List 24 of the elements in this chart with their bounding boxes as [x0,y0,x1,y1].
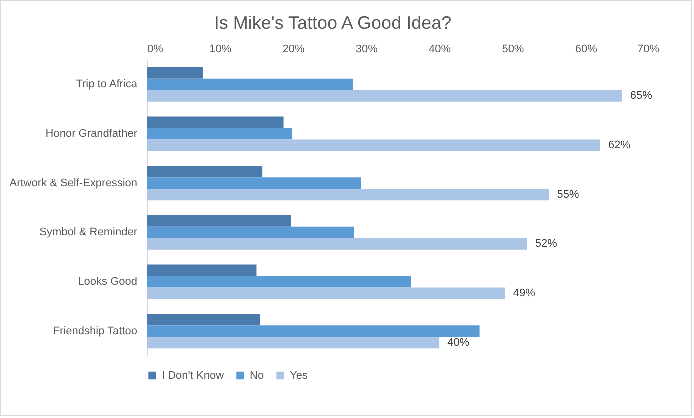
y-tick-label: Friendship Tattoo [53,325,138,338]
y-tick-label: Trip to Africa [76,78,138,91]
data-label: 49% [513,288,536,300]
legend-label: I Don't Know [162,370,224,382]
chart-title: Is Mike's Tattoo A Good Idea? [214,13,452,33]
x-tick-label: 30% [356,44,378,56]
y-tick-label: Looks Good [78,276,138,288]
x-tick-label: 50% [502,44,524,56]
legend-label: No [250,370,264,382]
data-label: 65% [630,90,653,102]
x-tick-label: 60% [575,44,598,56]
legend-label: Yes [290,370,308,382]
x-tick-label: 70% [637,44,660,56]
data-label: 62% [608,140,631,152]
data-label: 40% [448,336,470,349]
x-tick-label: 10% [210,44,232,56]
y-tick-label: Honor Grandfather [46,128,138,140]
x-tick-label: 20% [282,44,306,56]
y-tick-label: Symbol & Reminder [40,226,138,239]
data-label: 52% [535,238,558,250]
x-tick-label: 40% [429,44,452,56]
x-tick-label: 0% [148,44,164,56]
y-tick-label: Artwork & Self-Expression [10,177,138,190]
data-label: 55% [557,188,580,201]
